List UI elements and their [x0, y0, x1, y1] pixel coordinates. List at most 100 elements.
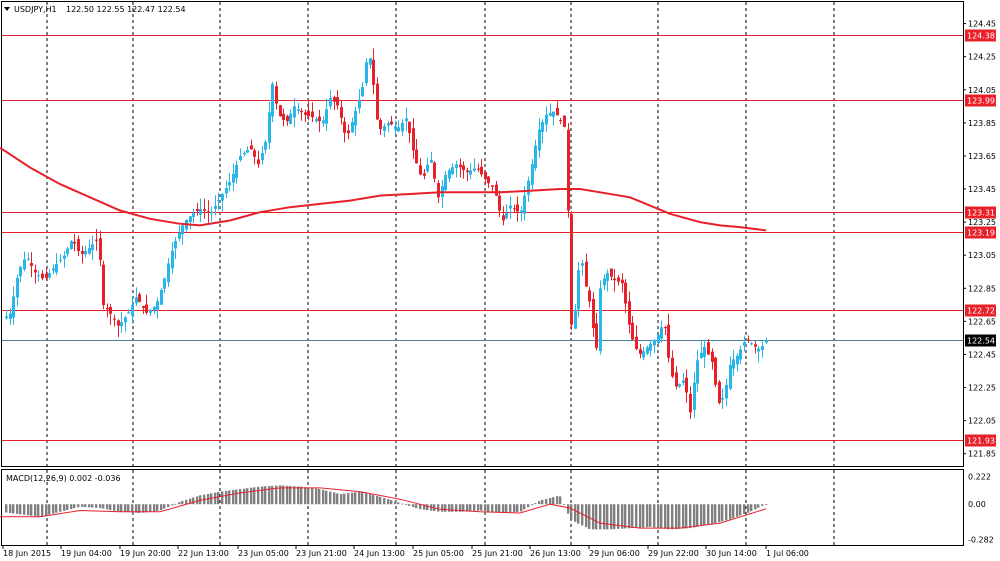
candle-body [297, 109, 300, 111]
candle-body [289, 113, 292, 124]
candle-body [480, 166, 483, 175]
macd-bar [462, 504, 465, 512]
macd-bar [509, 504, 512, 513]
candle-body [253, 150, 256, 157]
macd-bar [81, 504, 84, 507]
candle-body [451, 167, 454, 175]
macd-bar [556, 496, 559, 505]
candle-body [117, 320, 120, 326]
macd-bar [99, 504, 102, 508]
candle-body [621, 279, 624, 284]
time-axis: 18 Jun 2015 19 Jun 04:00 19 Jun 20:00 22 Ju… [2, 545, 809, 558]
macd-bar [232, 490, 235, 505]
macd-bar [9, 504, 12, 513]
price-tick-label: 122.65 [968, 317, 996, 326]
macd-bar [369, 494, 372, 505]
macd-bar [441, 504, 444, 512]
macd-axis: 0.222 0.00 -0.282 [968, 472, 994, 544]
macd-bar [757, 504, 760, 508]
macd-bar [696, 504, 699, 527]
candle-body [703, 347, 706, 357]
candle-body [405, 118, 408, 122]
candle-body [109, 306, 112, 314]
level-tag-label: 123.19 [967, 229, 995, 238]
candle-body [592, 298, 595, 328]
macd-bar [523, 504, 526, 510]
macd-bar [642, 504, 645, 528]
price-tick-label: 124.05 [968, 86, 996, 95]
macd-bar [473, 504, 476, 511]
level-tag-label: 123.99 [967, 97, 995, 106]
macd-bar [45, 504, 48, 516]
bid-tag [965, 334, 996, 347]
candle-body [70, 241, 73, 250]
macd-bar [397, 502, 400, 505]
candle-body [246, 149, 249, 153]
macd-histogram [5, 485, 768, 530]
macd-bar [264, 486, 267, 505]
candle-body [106, 307, 109, 310]
candle-body [369, 58, 372, 65]
candle-body [538, 129, 541, 151]
candle-body [599, 288, 602, 352]
macd-tick-label: 0.222 [968, 472, 991, 481]
macd-bar [106, 504, 109, 510]
macd-bar [88, 504, 91, 508]
candle-body [498, 195, 501, 211]
macd-bar [192, 497, 195, 505]
time-tick-label: 23 Jun 21:00 [296, 549, 347, 558]
candle-body [394, 126, 397, 130]
macd-bar [228, 490, 231, 505]
candle-body [178, 232, 181, 239]
candle-body [477, 168, 480, 170]
macd-bar [181, 500, 184, 505]
candle-body [484, 172, 487, 180]
candle-body [635, 336, 638, 349]
macd-bar [354, 492, 357, 505]
candle-body [102, 264, 105, 306]
level-tag [965, 206, 996, 219]
candle-body [531, 164, 534, 185]
macd-bar [318, 489, 321, 505]
candle-body [739, 349, 742, 360]
menu-triangle-icon[interactable] [4, 7, 10, 11]
macd-bar [145, 504, 148, 513]
macd-bar [117, 504, 120, 512]
candle-body [667, 324, 670, 358]
candle-body [203, 209, 206, 211]
macd-bar [279, 485, 282, 505]
candle-body [545, 114, 548, 125]
candle-body [657, 334, 660, 344]
macd-bar [358, 491, 361, 505]
price-tick-label: 122.25 [968, 384, 996, 393]
candle-body [127, 312, 130, 314]
candle-body [34, 269, 37, 273]
macd-bar [135, 504, 138, 513]
candle-body [232, 173, 235, 183]
macd-bar [621, 504, 624, 529]
macd-bar [505, 504, 508, 513]
macd-bar [714, 504, 717, 524]
candle-body [750, 343, 753, 345]
macd-bar [174, 503, 177, 505]
macd-bar [23, 504, 26, 515]
macd-bar [390, 500, 393, 505]
candle-body [567, 129, 570, 211]
macd-bar [307, 487, 310, 505]
candle-body [433, 162, 436, 179]
macd-bar [552, 497, 555, 505]
macd-bar [603, 504, 606, 530]
candle-body [473, 168, 476, 171]
candle-body [570, 214, 573, 325]
price-tick-label: 123.85 [968, 119, 996, 128]
candle-body [66, 248, 69, 255]
candle-body [765, 340, 768, 343]
macd-bar [30, 504, 33, 516]
macd-bar [477, 504, 480, 511]
macd-bar [765, 504, 768, 505]
candle-body [235, 164, 238, 179]
candle-body [207, 211, 210, 213]
candle-body [628, 301, 631, 325]
candle-body [214, 205, 217, 210]
macd-bar [109, 504, 112, 510]
